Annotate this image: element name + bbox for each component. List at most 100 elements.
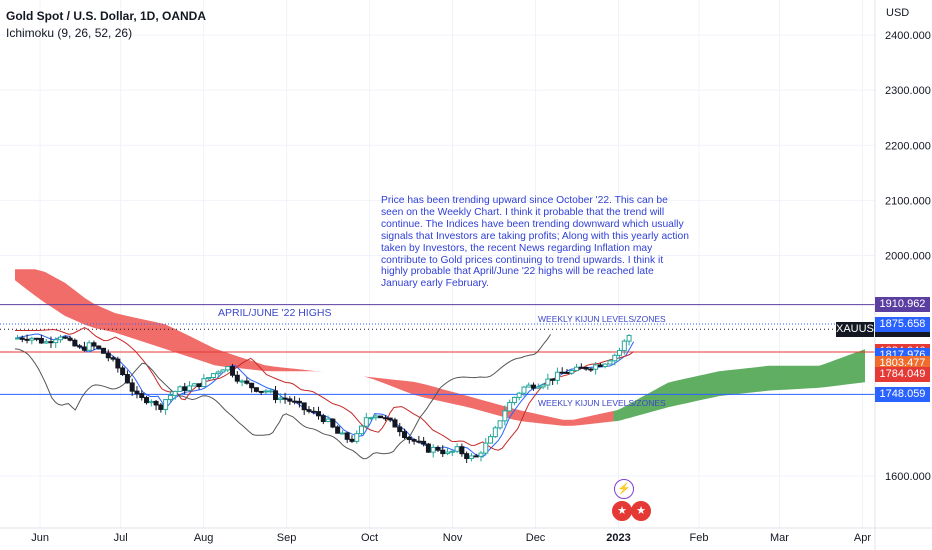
symbol-tag: XAUUSD: [836, 322, 882, 337]
candle-body: [277, 397, 283, 401]
candle-body: [144, 397, 150, 404]
candle-body: [15, 337, 21, 340]
candle-body: [507, 402, 513, 412]
indicator-label[interactable]: Ichimoku (9, 26, 52, 26): [6, 26, 133, 40]
candle-body: [320, 415, 326, 423]
candle-body: [129, 382, 135, 392]
candle-body: [526, 384, 532, 388]
candle-body: [344, 432, 350, 440]
candle-body: [325, 418, 331, 423]
candle-body: [387, 417, 393, 421]
candle-body: [38, 337, 44, 344]
price-level-tag: 1748.059: [875, 386, 930, 402]
candle-body: [58, 336, 64, 341]
candle-body: [96, 345, 102, 349]
y-tick-label: 2200.000: [885, 140, 931, 152]
candles: [15, 334, 632, 464]
us-flag-event-icon-2[interactable]: ★: [631, 501, 651, 521]
candle-body: [464, 453, 470, 459]
candle-body: [535, 386, 541, 389]
candle-body: [554, 371, 560, 381]
x-tick-label: Sep: [277, 532, 297, 544]
x-axis: Jun Jul Aug Sep Oct Nov Dec 2023 Feb Mar Apr: [0, 527, 932, 544]
x-tick-label: Nov: [443, 532, 463, 544]
candle-body: [406, 436, 412, 441]
candle-body: [621, 340, 627, 352]
candle-body: [287, 398, 293, 402]
candle-body: [583, 366, 589, 370]
y-tick-label: 1600.000: [885, 471, 931, 483]
y-tick-label: 2000.000: [885, 251, 931, 263]
price-level-tag: 1784.049: [875, 367, 930, 383]
candle-body: [382, 417, 388, 420]
candle-body: [378, 415, 384, 419]
candle-body: [421, 440, 427, 445]
candle-body: [359, 425, 365, 435]
y-axis: 1600.000 2000.000 2100.000 2200.000 2300.000…: [874, 0, 931, 550]
candle-body: [72, 339, 78, 347]
grid-lines: [0, 0, 875, 528]
candle-body: [411, 439, 417, 442]
candle-body: [206, 377, 212, 380]
candle-body: [425, 443, 431, 453]
y-tick-label: 2100.000: [885, 195, 931, 207]
candle-body: [29, 337, 35, 341]
x-tick-label: Jun: [31, 532, 49, 544]
candle-body: [91, 342, 97, 347]
candle-body: [617, 350, 623, 356]
us-flag-event-icon[interactable]: ★: [612, 501, 632, 521]
candle-body: [564, 371, 570, 374]
lightning-icon[interactable]: ⚡: [614, 479, 634, 499]
x-tick-label: Oct: [361, 532, 378, 544]
candle-body: [578, 366, 584, 369]
candle-body: [273, 390, 279, 401]
cloud-bearish: [15, 269, 614, 426]
candle-body: [511, 396, 517, 404]
candle-body: [62, 336, 68, 339]
candle-body: [167, 394, 173, 401]
candle-body: [24, 338, 30, 341]
candle-body: [220, 369, 226, 373]
x-tick-label: Apr: [854, 532, 871, 544]
candle-body: [416, 440, 422, 443]
candle-body: [316, 411, 322, 417]
chikou-line: [14, 334, 552, 460]
x-tick-label: 2023: [606, 532, 630, 544]
x-tick-label: Aug: [194, 532, 214, 544]
candle-body: [430, 446, 436, 453]
x-tick-label: Feb: [690, 532, 709, 544]
x-tick-label: Dec: [526, 532, 546, 544]
candle-body: [296, 400, 302, 404]
candle-body: [502, 410, 508, 422]
candle-body: [449, 450, 455, 453]
candle-body: [468, 455, 474, 459]
candle-body: [545, 378, 551, 386]
candle-body: [569, 370, 575, 374]
candle-body: [292, 400, 298, 403]
weekly-kijun-label-2: WEEKLY KIJUN LEVELS/ZONES: [538, 398, 666, 408]
candle-body: [253, 387, 259, 392]
candle-body: [626, 335, 632, 342]
candle-body: [239, 380, 245, 383]
analysis-note: Price has been trending upward since Oct…: [381, 195, 689, 290]
candle-body: [163, 399, 169, 410]
candle-body: [550, 378, 556, 381]
candle-body: [349, 438, 355, 442]
candle-body: [215, 371, 221, 375]
candle-body: [263, 390, 269, 393]
candle-body: [120, 367, 126, 376]
y-tick-label: 2400.000: [885, 30, 931, 42]
candle-body: [521, 386, 527, 394]
price-level-tag: 1875.658: [875, 316, 930, 332]
candle-body: [497, 420, 503, 429]
candle-body: [81, 346, 87, 351]
candle-body: [588, 368, 594, 371]
april-june-highs-label: APRIL/JUNE '22 HIGHS: [218, 307, 332, 319]
candle-body: [330, 418, 336, 428]
candle-body: [540, 384, 546, 388]
candle-body: [531, 384, 537, 389]
candle-body: [435, 446, 441, 451]
candle-body: [593, 364, 599, 370]
candle-body: [67, 337, 73, 341]
